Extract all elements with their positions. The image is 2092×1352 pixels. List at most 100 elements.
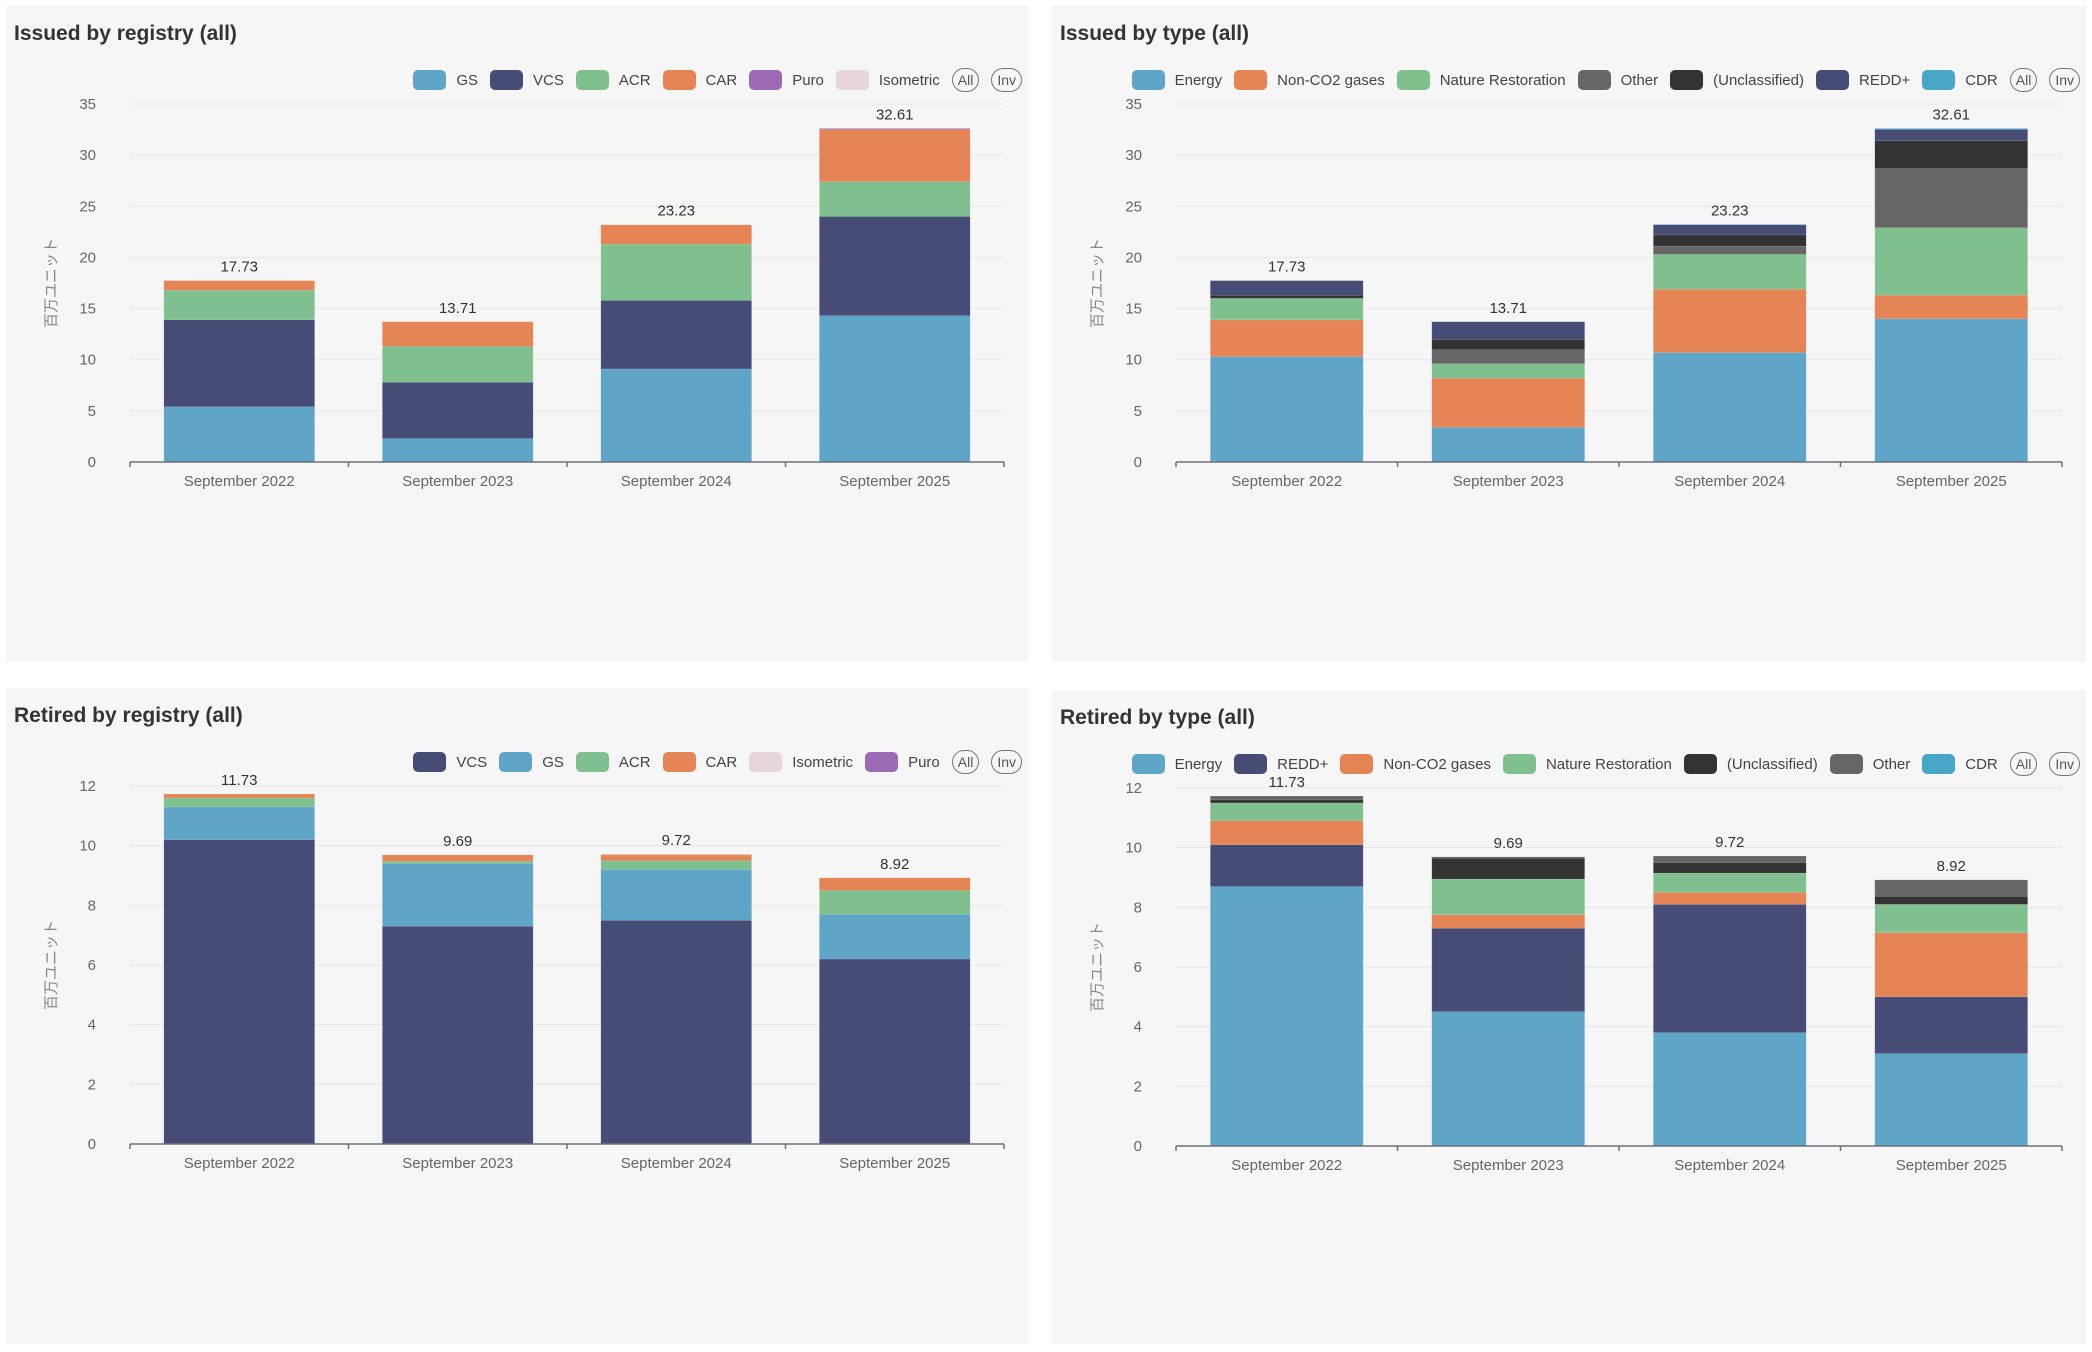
legend-item-energy[interactable]: Energy xyxy=(1131,754,1223,774)
legend-inv-button[interactable]: Inv xyxy=(991,750,1022,774)
legend-item-nature-restoration[interactable]: Nature Restoration xyxy=(1396,70,1566,90)
legend-item-puro[interactable]: Puro xyxy=(865,752,940,772)
legend-all-button[interactable]: All xyxy=(951,68,980,92)
legend-swatch xyxy=(1815,70,1849,90)
legend-item-gs[interactable]: GS xyxy=(499,752,564,772)
y-tick-label: 20 xyxy=(1125,249,1142,266)
bar-segment-redd xyxy=(1210,280,1364,296)
legend-item-acr[interactable]: ACR xyxy=(575,70,651,90)
x-tick-label: September 2024 xyxy=(621,1155,732,1172)
legend-item-unclassified[interactable]: (Unclassified) xyxy=(1670,70,1804,90)
legend-item-vcs[interactable]: VCS xyxy=(413,752,487,772)
legend-label: REDD+ xyxy=(1858,71,1911,89)
bar-total-label: 32.61 xyxy=(876,106,914,123)
legend-item-isometric[interactable]: Isometric xyxy=(835,70,940,90)
bar-segment-redd xyxy=(1653,224,1807,236)
legend-label: CAR xyxy=(705,753,738,771)
legend-label: (Unclassified) xyxy=(1713,71,1804,89)
bar-total-label: 13.71 xyxy=(439,300,477,317)
bar-segment-vcs xyxy=(163,839,315,1145)
legend-swatch xyxy=(662,70,696,90)
legend-item-acr[interactable]: ACR xyxy=(575,752,651,772)
y-tick-label: 0 xyxy=(1134,1138,1142,1155)
y-tick-label: 4 xyxy=(88,1017,96,1034)
legend-item-non-co2-gases[interactable]: Non-CO2 gases xyxy=(1340,754,1491,774)
bar-segment-non-co2-gases xyxy=(1874,932,2028,998)
legend-swatch xyxy=(1577,70,1611,90)
bar-total-label: 11.73 xyxy=(1269,774,1305,791)
bar-segment-nature-restoration xyxy=(1431,878,1585,916)
bar-segment-energy xyxy=(1874,318,2028,463)
bar-segment-gs xyxy=(600,368,752,463)
y-tick-label: 8 xyxy=(88,897,96,914)
legend-all-button[interactable]: All xyxy=(2009,752,2038,776)
legend-label: REDD+ xyxy=(1277,755,1329,773)
legend-item-car[interactable]: CAR xyxy=(662,70,737,90)
legend-item-other[interactable]: Other xyxy=(1577,70,1659,90)
y-tick-label: 0 xyxy=(88,454,96,471)
legend-item-car[interactable]: CAR xyxy=(662,752,738,772)
legend-item-isometric[interactable]: Isometric xyxy=(749,752,853,772)
legend-all-button[interactable]: All xyxy=(2009,68,2038,92)
bar-segment-non-co2-gases xyxy=(1653,892,1807,905)
bar-segment-car xyxy=(600,854,752,861)
bar-segment-nature-restoration xyxy=(1874,904,2028,933)
legend-item-redd[interactable]: REDD+ xyxy=(1234,754,1328,774)
legend-label: Puro xyxy=(908,753,940,771)
legend-item-vcs[interactable]: VCS xyxy=(490,70,564,90)
legend-item-nature-restoration[interactable]: Nature Restoration xyxy=(1502,754,1672,774)
legend-item-other[interactable]: Other xyxy=(1829,754,1910,774)
legend: Energy REDD+ Non-CO2 gases Nature Restorati… xyxy=(1120,752,2080,776)
bar-total-label: 9.72 xyxy=(662,832,691,849)
bar-segment-non-co2-gases xyxy=(1431,377,1585,428)
y-tick-label: 15 xyxy=(1125,301,1142,318)
chart-svg: 0 5 10 15 20 25 30 35 百万ユニット 17.73 September 2022 1… xyxy=(43,96,1005,490)
legend-all-button[interactable]: All xyxy=(951,750,980,774)
legend-swatch xyxy=(1234,754,1268,774)
legend-swatch xyxy=(575,70,609,90)
legend-item-non-co2-gases[interactable]: Non-CO2 gases xyxy=(1234,70,1385,90)
legend-swatch xyxy=(1683,754,1717,774)
legend-swatch xyxy=(1922,70,1956,90)
bar-segment-unclassified xyxy=(1874,896,2028,905)
legend-item-energy[interactable]: Energy xyxy=(1131,70,1222,90)
bar-total-label: 8.92 xyxy=(880,856,909,873)
bar-segment-redd xyxy=(1874,129,2028,142)
y-axis-title: 百万ユニット xyxy=(1089,238,1106,328)
legend-item-cdr[interactable]: CDR xyxy=(1922,754,1998,774)
y-tick-label: 30 xyxy=(1125,147,1142,164)
bar-segment-car xyxy=(163,280,315,291)
legend-inv-button[interactable]: Inv xyxy=(2049,752,2080,776)
legend-inv-button[interactable]: Inv xyxy=(991,68,1022,92)
y-tick-label: 35 xyxy=(1125,96,1142,113)
x-tick-label: September 2025 xyxy=(1896,1157,2007,1174)
bar-segment-car xyxy=(819,877,971,891)
bar-total-label: 9.72 xyxy=(1715,834,1744,851)
legend-item-gs[interactable]: GS xyxy=(413,70,478,90)
legend-swatch xyxy=(749,70,783,90)
legend-label: Energy xyxy=(1174,755,1223,773)
legend-inv-button[interactable]: Inv xyxy=(2049,68,2080,92)
bar-segment-isometric xyxy=(600,853,752,855)
legend-item-unclassified[interactable]: (Unclassified) xyxy=(1683,754,1818,774)
bar-segment-gs xyxy=(163,406,315,463)
x-tick-label: September 2022 xyxy=(184,473,295,490)
y-tick-label: 25 xyxy=(79,198,96,215)
x-tick-label: September 2024 xyxy=(1674,1157,1785,1174)
y-tick-label: 8 xyxy=(1134,899,1142,916)
bar-segment-energy xyxy=(1210,886,1364,1147)
legend-swatch xyxy=(1922,754,1956,774)
bar-segment-acr xyxy=(382,346,534,383)
legend-label: Isometric xyxy=(878,71,940,89)
bar-segment-car xyxy=(382,321,534,347)
panel-retired-type: Retired by type (all) Energy REDD+ Non-CO2… xyxy=(1052,690,2086,1344)
bar-segment-energy xyxy=(1653,352,1807,463)
legend-item-redd[interactable]: REDD+ xyxy=(1815,70,1911,90)
bar-segment-vcs xyxy=(600,920,752,1145)
legend-label: Other xyxy=(1620,71,1659,89)
x-tick-label: September 2022 xyxy=(1231,1157,1342,1174)
legend-item-cdr[interactable]: CDR xyxy=(1922,70,1998,90)
bar-total-label: 11.73 xyxy=(221,772,257,789)
legend-item-puro[interactable]: Puro xyxy=(749,70,824,90)
x-tick-label: September 2025 xyxy=(1896,473,2007,490)
